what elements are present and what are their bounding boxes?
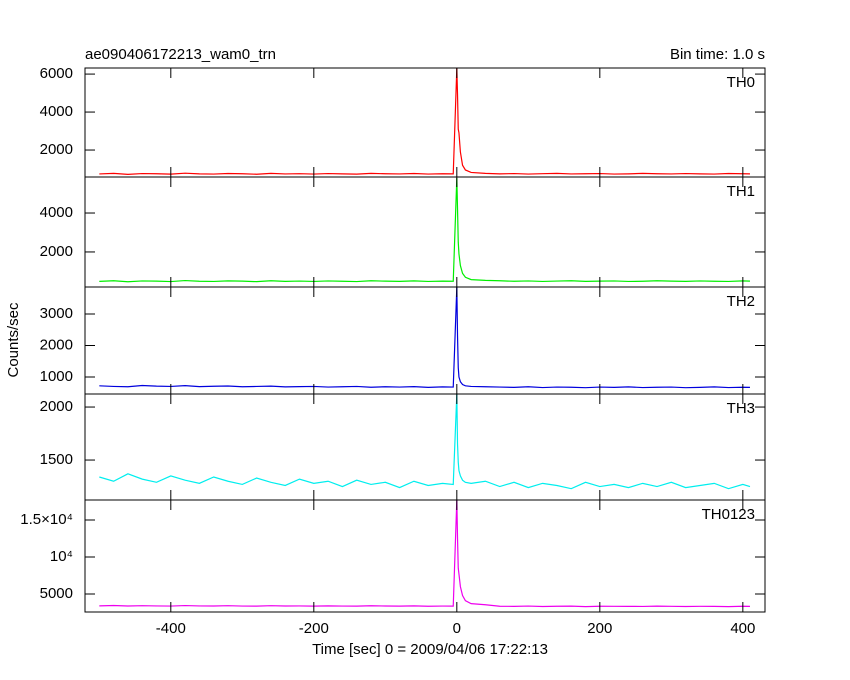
y-tick-label: 3000 <box>40 305 73 322</box>
panel-frame <box>84 499 766 613</box>
panel-frame <box>84 176 766 288</box>
chart-title: ae090406172213_wam0_trn <box>85 46 276 63</box>
x-axis-label: Time [sec] 0 = 2009/04/06 17:22:13 <box>312 641 548 658</box>
y-tick-label: 4000 <box>40 103 73 120</box>
y-tick-label: 10⁴ <box>50 548 73 565</box>
y-tick-label: 4000 <box>40 204 73 221</box>
x-tick-label: -400 <box>156 620 186 637</box>
y-tick-label: 2000 <box>40 336 73 353</box>
bin-time: Bin time: 1.0 s <box>670 46 765 63</box>
panel-label: TH0 <box>727 74 755 91</box>
y-tick-label: 1500 <box>40 451 73 468</box>
y-tick-label: 2000 <box>40 398 73 415</box>
x-tick-label: 200 <box>587 620 612 637</box>
y-tick-label: 1.5×10⁴ <box>20 511 73 528</box>
y-axis-label: Counts/sec <box>5 302 22 378</box>
panel-label: TH2 <box>727 293 755 310</box>
y-tick-label: 5000 <box>40 585 73 602</box>
light-curve <box>99 177 751 283</box>
light-curve <box>99 287 750 389</box>
y-tick-label: 1000 <box>40 368 73 385</box>
light-curve <box>99 500 750 608</box>
panel-label: TH0123 <box>702 506 755 523</box>
panel-frame <box>84 67 766 178</box>
panel-label: TH3 <box>727 400 755 417</box>
panel-label: TH1 <box>727 183 755 200</box>
y-tick-label: 2000 <box>40 243 73 260</box>
light-curve <box>99 68 750 175</box>
panel-frame <box>84 286 766 395</box>
y-tick-label: 6000 <box>40 65 73 82</box>
x-tick-label: 0 <box>453 620 461 637</box>
x-tick-label: -200 <box>299 620 329 637</box>
x-tick-label: 400 <box>730 620 755 637</box>
y-tick-label: 2000 <box>40 141 73 158</box>
light-curve <box>99 394 751 490</box>
